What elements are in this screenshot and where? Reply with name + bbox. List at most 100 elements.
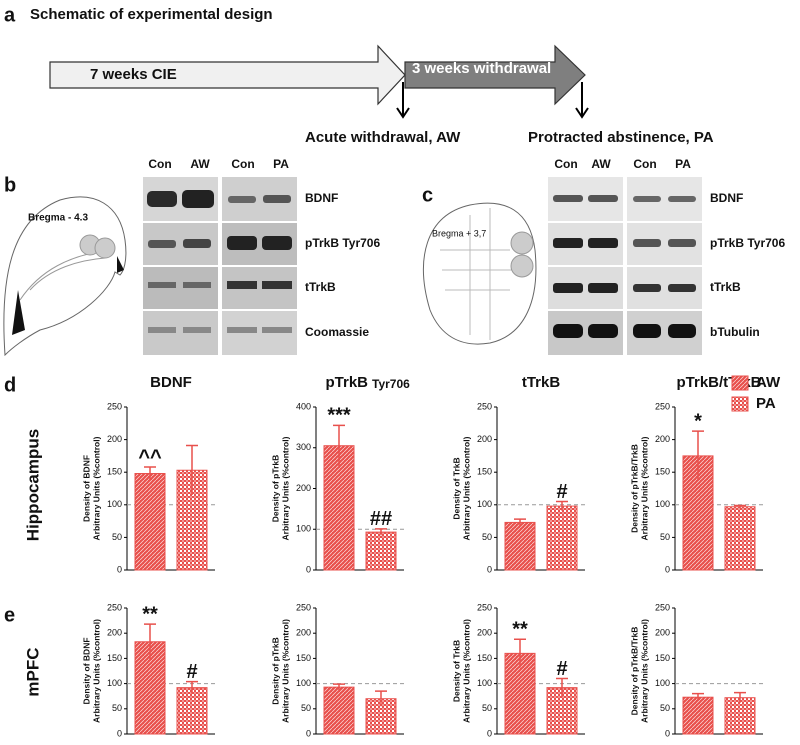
event-label: Acute withdrawal, AW: [305, 129, 461, 146]
error-bar: [144, 466, 156, 481]
chart-title: tTrkB: [522, 374, 561, 391]
y-tick-label: 100: [296, 678, 311, 688]
error-bar: [734, 504, 746, 509]
atlas-label: Bregma + 3,7: [432, 228, 486, 238]
bar: [176, 687, 208, 735]
error-bar: [186, 444, 198, 496]
error-bar: [375, 528, 387, 536]
error-bar: [514, 518, 526, 526]
error-bar: [333, 424, 345, 467]
y-tick-label: 150: [477, 467, 492, 477]
panel-label: e: [4, 604, 15, 626]
y-axis-label: Density of TrkB: [451, 640, 461, 702]
panel-label: c: [422, 184, 433, 206]
error-bar: [514, 638, 526, 668]
y-tick-label: 100: [655, 678, 670, 688]
legend-swatch: [731, 396, 749, 412]
legend-label: PA: [756, 395, 776, 412]
y-axis-label: Density of pTrkB: [270, 637, 280, 705]
significance-label: ^^: [138, 446, 162, 468]
atlas-ventricle: [12, 256, 124, 335]
arrow-phase-2: [404, 44, 586, 106]
blot-row-label: tTrkB: [710, 280, 741, 294]
event-label: Protracted abstinence, PA: [528, 129, 714, 146]
phase-label: 7 weeks CIE: [90, 66, 177, 83]
bar: [682, 696, 714, 735]
atlas-label: Bregma - 4.3: [28, 213, 88, 224]
y-tick-label: 100: [477, 499, 492, 509]
schematic-title: Schematic of experimental design: [30, 6, 273, 23]
y-axis-label: Arbitrary Units (%control): [280, 619, 290, 723]
blot-row-label: BDNF: [305, 191, 338, 205]
y-tick-label: 200: [655, 434, 670, 444]
y-tick-label: 250: [477, 602, 492, 612]
panel-label: a: [4, 4, 16, 26]
bar: [323, 686, 355, 735]
y-tick-label: 0: [117, 728, 122, 738]
phase-label: 3 weeks withdrawal: [412, 60, 551, 77]
legend-swatch: [731, 375, 749, 391]
error-bar: [692, 430, 704, 481]
lane-label: Con: [231, 157, 254, 171]
y-tick-label: 100: [107, 678, 122, 688]
error-bar: [556, 677, 568, 697]
significance-label: ##: [370, 508, 392, 530]
y-tick-label: 150: [296, 653, 311, 663]
y-tick-label: 100: [655, 499, 670, 509]
y-tick-label: 200: [296, 483, 311, 493]
lane-label: AW: [190, 157, 210, 171]
y-tick-label: 250: [296, 602, 311, 612]
y-tick-label: 0: [117, 564, 122, 574]
y-tick-label: 50: [112, 703, 122, 713]
y-axis-label: Arbitrary Units (%control): [91, 436, 101, 540]
y-tick-label: 150: [107, 467, 122, 477]
y-axis-label: Arbitrary Units (%control): [91, 619, 101, 723]
y-tick-label: 50: [660, 703, 670, 713]
y-tick-label: 0: [306, 564, 311, 574]
down-arrow: [396, 82, 410, 119]
y-tick-label: 100: [107, 499, 122, 509]
y-axis-label: Density of BDNF: [81, 637, 91, 704]
blot-row-label: Coomassie: [305, 325, 369, 339]
panel-label: b: [4, 174, 16, 196]
y-tick-label: 0: [487, 564, 492, 574]
significance-label: #: [186, 661, 197, 683]
y-axis-label: Density of pTrkB/TrkB: [629, 444, 639, 533]
legend-label: AW: [756, 374, 781, 391]
y-tick-label: 150: [477, 653, 492, 663]
y-tick-label: 50: [112, 532, 122, 542]
atlas-line: [440, 208, 512, 340]
y-axis-label: Density of pTrkB/TrkB: [629, 627, 639, 716]
y-tick-label: 100: [477, 678, 492, 688]
bar: [365, 531, 397, 571]
significance-label: **: [512, 619, 528, 641]
y-tick-label: 200: [655, 628, 670, 638]
significance-label: ***: [327, 405, 351, 427]
y-tick-label: 0: [487, 728, 492, 738]
bar: [724, 697, 756, 735]
significance-label: #: [556, 481, 567, 503]
significance-label: #: [556, 658, 567, 680]
y-axis-label: Density of BDNF: [81, 455, 91, 522]
error-bar: [186, 680, 198, 694]
atlas-outline: [423, 202, 537, 345]
y-tick-label: 300: [296, 442, 311, 452]
chart-subtitle: Tyr706: [372, 377, 410, 391]
y-tick-label: 200: [477, 434, 492, 444]
lane-label: PA: [675, 157, 691, 171]
y-axis-label: Arbitrary Units (%control): [461, 619, 471, 723]
y-tick-label: 100: [296, 524, 311, 534]
down-arrow: [575, 82, 589, 119]
error-bar: [333, 683, 345, 691]
y-tick-label: 400: [296, 401, 311, 411]
chart-title: pTrkB: [325, 374, 368, 391]
bar: [504, 521, 536, 571]
lane-label: AW: [591, 157, 611, 171]
blot-row-label: BDNF: [710, 191, 743, 205]
bar: [546, 505, 578, 571]
bar: [724, 506, 756, 571]
y-tick-label: 250: [477, 401, 492, 411]
y-tick-label: 50: [482, 703, 492, 713]
significance-label: *: [694, 410, 702, 432]
